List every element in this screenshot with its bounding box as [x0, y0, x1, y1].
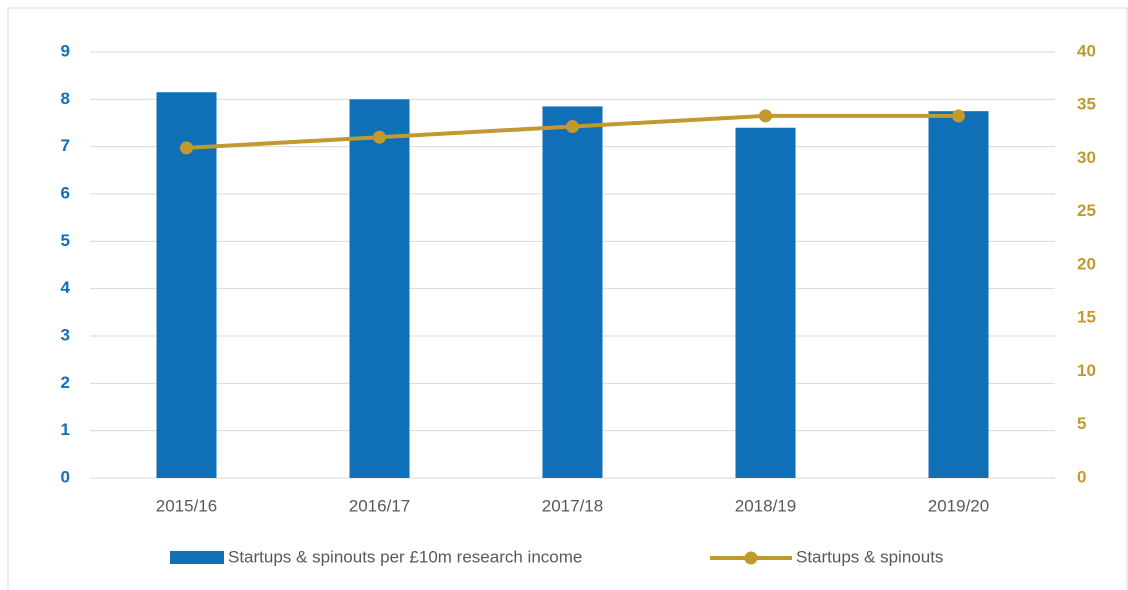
y-tick-label: 0: [61, 467, 70, 486]
y-tick-label: 6: [61, 183, 70, 202]
x-tick-label: 2017/18: [542, 496, 603, 515]
bar: [542, 106, 603, 478]
y-tick-label: 3: [61, 325, 70, 344]
y-tick-label: 5: [61, 231, 70, 250]
x-tick-label: 2018/19: [735, 496, 796, 515]
x-tick-label: 2015/16: [156, 496, 217, 515]
line-marker: [373, 130, 386, 144]
y-tick-label: 8: [61, 89, 70, 108]
line-marker: [180, 141, 193, 155]
y-tick-label: 4: [61, 278, 71, 297]
y-tick-label: 7: [61, 136, 70, 155]
y2-tick-label: 25: [1077, 201, 1096, 220]
line-marker: [566, 120, 579, 134]
x-tick-label: 2016/17: [349, 496, 410, 515]
y2-tick-label: 40: [1077, 41, 1096, 60]
y2-tick-label: 5: [1077, 414, 1086, 433]
legend-swatch: [170, 551, 224, 564]
bar: [735, 127, 796, 478]
x-tick-label: 2019/20: [928, 496, 989, 515]
y2-tick-label: 15: [1077, 308, 1096, 327]
legend-label: Startups & spinouts: [796, 547, 943, 566]
line-marker: [759, 109, 772, 123]
y2-tick-label: 10: [1077, 361, 1096, 380]
y2-tick-label: 0: [1077, 467, 1086, 486]
legend-swatch: [744, 551, 758, 565]
bar: [928, 111, 989, 479]
y-tick-label: 1: [61, 420, 70, 439]
y-tick-label: 2: [61, 373, 70, 392]
y2-tick-label: 20: [1077, 254, 1096, 273]
y-tick-label: 9: [61, 41, 70, 60]
bar: [349, 99, 410, 478]
legend-label: Startups & spinouts per £10m research in…: [228, 547, 582, 566]
y2-tick-label: 30: [1077, 148, 1096, 167]
bar: [156, 92, 217, 478]
line-marker: [952, 109, 965, 123]
y2-tick-label: 35: [1077, 95, 1096, 114]
